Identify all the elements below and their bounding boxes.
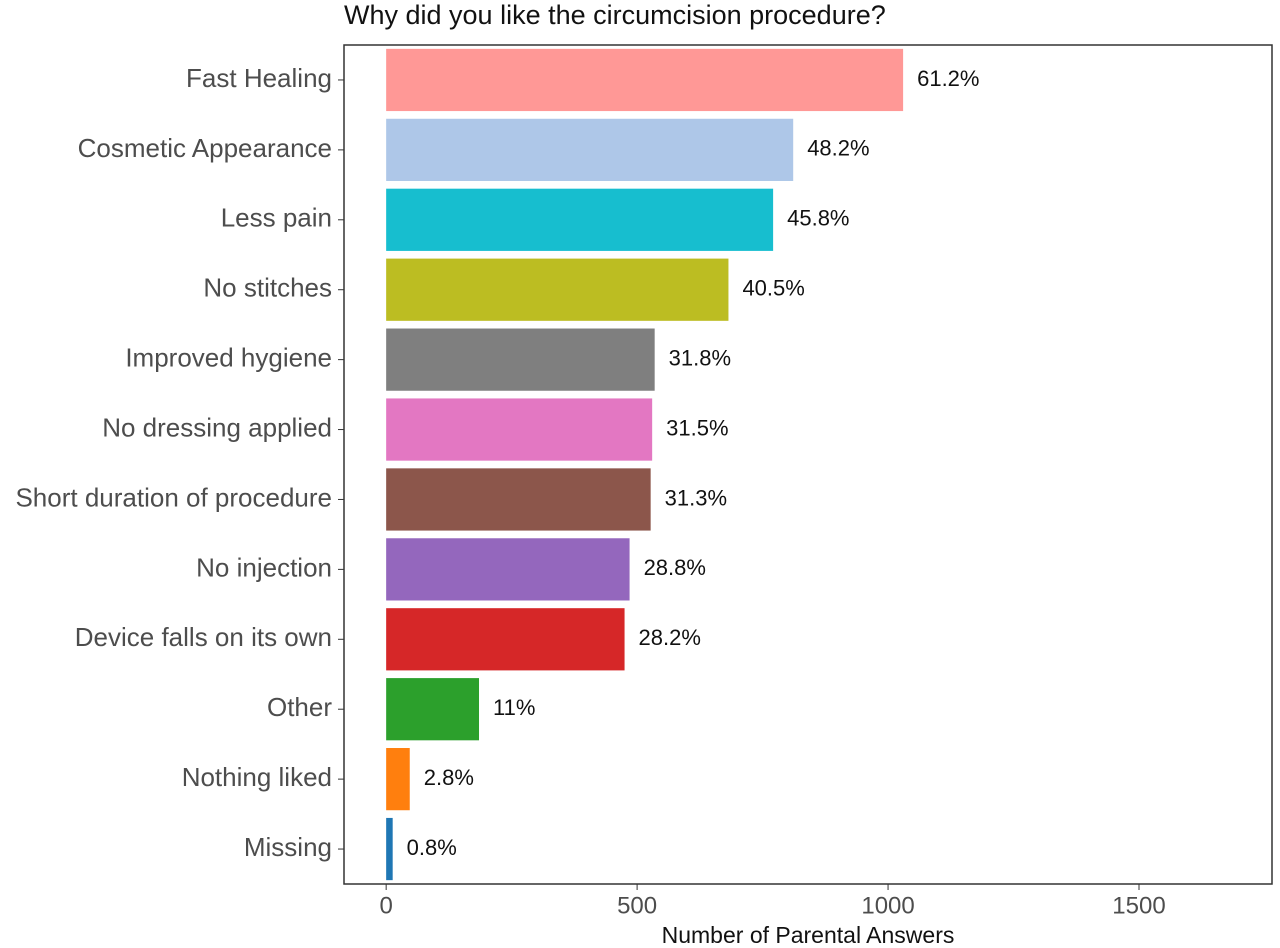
bar: [386, 188, 774, 251]
x-tick-label: 500: [617, 892, 657, 919]
x-axis-title: Number of Parental Answers: [662, 922, 955, 948]
bar: [386, 748, 410, 811]
value-label: 31.3%: [665, 485, 727, 510]
bar: [386, 468, 651, 531]
bar: [386, 48, 904, 112]
value-label: 31.5%: [666, 415, 728, 440]
bar: [386, 258, 729, 321]
y-tick-label: Missing: [244, 832, 332, 862]
x-tick-label: 1500: [1112, 892, 1165, 919]
bar: [386, 118, 794, 181]
y-tick-label: Short duration of procedure: [15, 482, 332, 512]
value-label: 48.2%: [807, 136, 869, 161]
y-tick-label: Improved hygiene: [125, 343, 332, 373]
value-label: 28.8%: [644, 555, 706, 580]
y-tick-label: No dressing applied: [102, 412, 332, 442]
bar: [386, 398, 653, 461]
bar: [386, 817, 393, 881]
y-tick-label: Less pain: [221, 203, 332, 233]
plot-frame: [343, 44, 1273, 885]
value-label: 45.8%: [787, 206, 849, 231]
value-label: 31.8%: [669, 345, 731, 370]
value-label: 40.5%: [742, 276, 804, 301]
x-tick-label: 0: [379, 892, 392, 919]
x-tick-label: 1000: [861, 892, 914, 919]
bar: [386, 608, 625, 671]
value-label: 28.2%: [639, 625, 701, 650]
value-label: 61.2%: [917, 66, 979, 91]
bar: [386, 538, 630, 601]
value-label: 2.8%: [424, 765, 474, 790]
chart-title: Why did you like the circumcision proced…: [344, 0, 886, 30]
bar: [386, 678, 480, 741]
y-tick-label: Nothing liked: [182, 762, 332, 792]
y-tick-label: Other: [267, 692, 332, 722]
y-tick-label: No stitches: [203, 273, 332, 303]
y-tick-label: Device falls on its own: [75, 622, 332, 652]
y-tick-label: No injection: [196, 552, 332, 582]
value-label: 0.8%: [407, 835, 457, 860]
y-tick-label: Cosmetic Appearance: [78, 133, 332, 163]
value-label: 11%: [493, 695, 535, 720]
y-tick-label: Fast Healing: [186, 63, 332, 93]
bar: [386, 328, 655, 391]
